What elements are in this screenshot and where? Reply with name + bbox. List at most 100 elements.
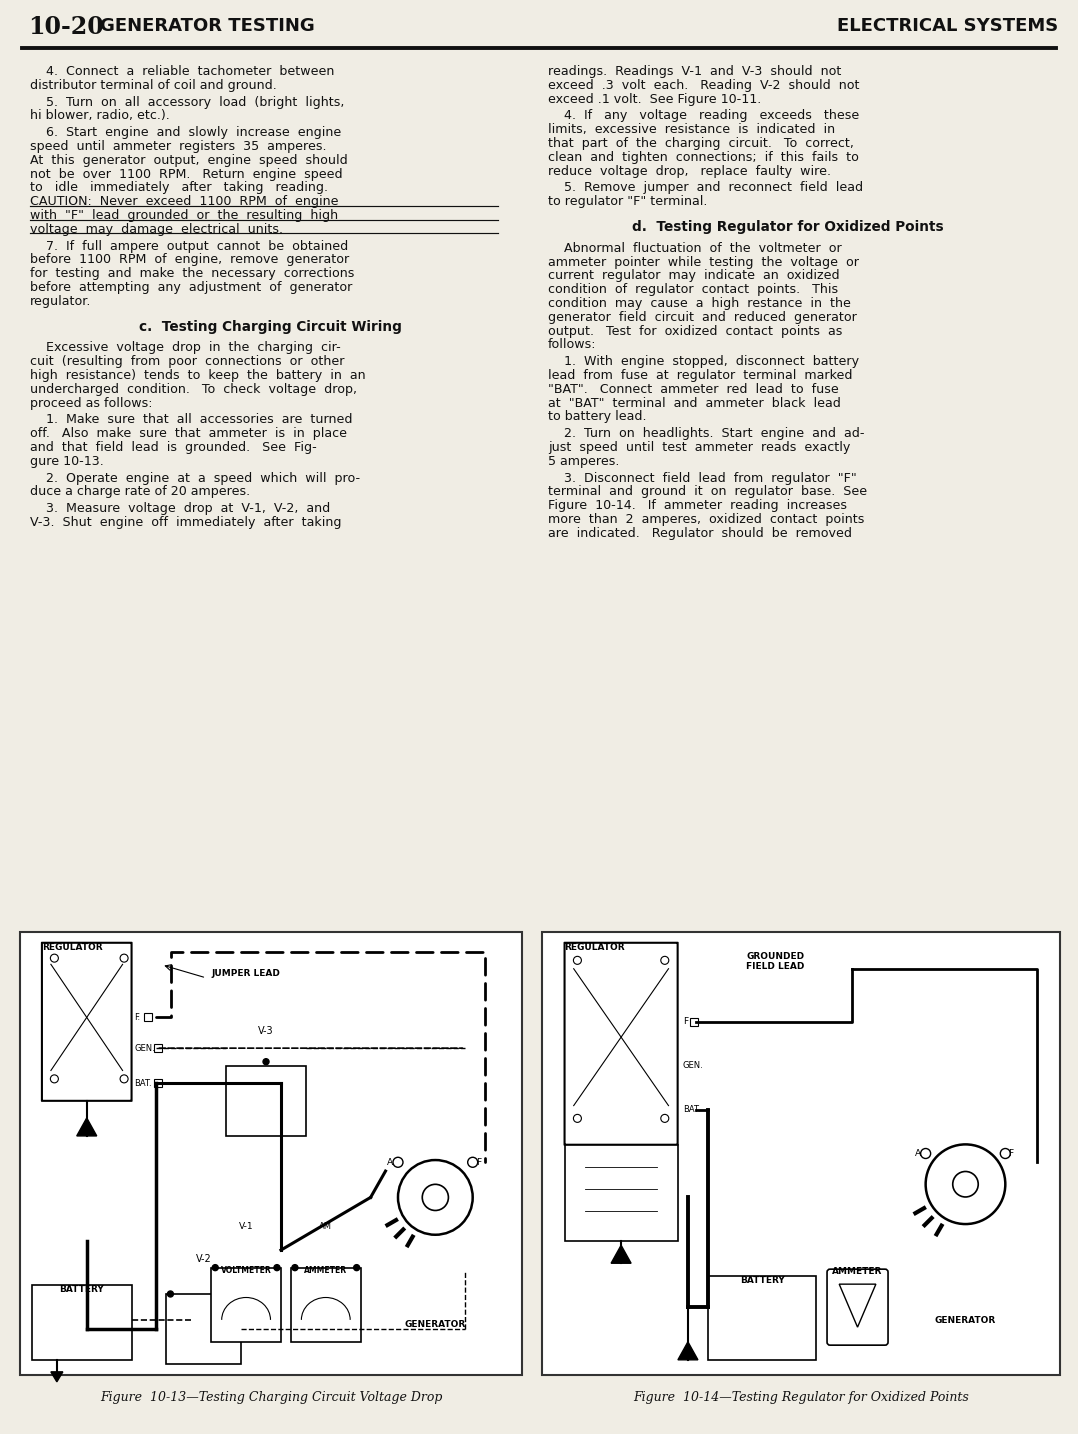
Text: 6.  Start  engine  and  slowly  increase  engine: 6. Start engine and slowly increase engi… bbox=[30, 126, 342, 139]
Text: GENERATOR: GENERATOR bbox=[935, 1316, 996, 1325]
Text: BAT.: BAT. bbox=[134, 1078, 152, 1088]
Polygon shape bbox=[678, 1342, 697, 1359]
Text: F.: F. bbox=[134, 1012, 140, 1022]
Text: not  be  over  1100  RPM.   Return  engine  speed: not be over 1100 RPM. Return engine spee… bbox=[30, 168, 343, 181]
Text: V-3.  Shut  engine  off  immediately  after  taking: V-3. Shut engine off immediately after t… bbox=[30, 516, 342, 529]
Text: lead  from  fuse  at  regulator  terminal  marked: lead from fuse at regulator terminal mar… bbox=[548, 369, 853, 381]
Text: F: F bbox=[1008, 1149, 1013, 1159]
Bar bbox=[32, 1285, 132, 1359]
Text: AMMETER: AMMETER bbox=[304, 1266, 347, 1275]
Text: off.   Also  make  sure  that  ammeter  is  in  place: off. Also make sure that ammeter is in p… bbox=[30, 427, 347, 440]
Text: A: A bbox=[387, 1157, 393, 1167]
Text: ELECTRICAL SYSTEMS: ELECTRICAL SYSTEMS bbox=[837, 17, 1058, 34]
Text: to regulator "F" terminal.: to regulator "F" terminal. bbox=[548, 195, 707, 208]
Text: gure 10-13.: gure 10-13. bbox=[30, 455, 103, 467]
Text: GENERATOR TESTING: GENERATOR TESTING bbox=[100, 17, 315, 34]
Text: output.   Test  for  oxidized  contact  points  as: output. Test for oxidized contact points… bbox=[548, 324, 842, 337]
Text: REGULATOR: REGULATOR bbox=[42, 942, 102, 952]
Bar bbox=[20, 932, 522, 1375]
FancyBboxPatch shape bbox=[565, 942, 678, 1144]
Text: current  regulator  may  indicate  an  oxidized: current regulator may indicate an oxidiz… bbox=[548, 270, 840, 282]
Text: CAUTION:  Never  exceed  1100  RPM  of  engine: CAUTION: Never exceed 1100 RPM of engine bbox=[30, 195, 338, 208]
Text: exceed  .3  volt  each.   Reading  V-2  should  not: exceed .3 volt each. Reading V-2 should … bbox=[548, 79, 859, 92]
Text: F: F bbox=[475, 1157, 481, 1167]
Bar bbox=[154, 1080, 162, 1087]
Text: more  than  2  amperes,  oxidized  contact  points: more than 2 amperes, oxidized contact po… bbox=[548, 513, 865, 526]
Text: At  this  generator  output,  engine  speed  should: At this generator output, engine speed s… bbox=[30, 153, 348, 166]
Text: proceed as follows:: proceed as follows: bbox=[30, 397, 152, 410]
Text: and  that  field  lead  is  grounded.   See  Fig-: and that field lead is grounded. See Fig… bbox=[30, 442, 317, 455]
Text: cuit  (resulting  from  poor  connections  or  other: cuit (resulting from poor connections or… bbox=[30, 356, 345, 369]
Text: before  1100  RPM  of  engine,  remove  generator: before 1100 RPM of engine, remove genera… bbox=[30, 254, 349, 267]
Text: V-1: V-1 bbox=[239, 1222, 253, 1232]
Bar bbox=[708, 1276, 816, 1359]
Circle shape bbox=[234, 1291, 240, 1296]
Circle shape bbox=[167, 1291, 174, 1296]
Text: AM: AM bbox=[319, 1222, 332, 1232]
Text: just  speed  until  test  ammeter  reads  exactly: just speed until test ammeter reads exac… bbox=[548, 442, 851, 455]
Text: 3.  Disconnect  field  lead  from  regulator  "F": 3. Disconnect field lead from regulator … bbox=[548, 472, 857, 485]
Text: "BAT".   Connect  ammeter  red  lead  to  fuse: "BAT". Connect ammeter red lead to fuse bbox=[548, 383, 839, 396]
Bar bbox=[166, 1293, 241, 1364]
Text: 4.  If   any   voltage   reading   exceeds   these: 4. If any voltage reading exceeds these bbox=[548, 109, 859, 122]
Text: condition  of  regulator  contact  points.   This: condition of regulator contact points. T… bbox=[548, 282, 838, 297]
Text: 10-20: 10-20 bbox=[28, 14, 103, 39]
Text: condition  may  cause  a  high  restance  in  the: condition may cause a high restance in t… bbox=[548, 297, 851, 310]
Text: duce a charge rate of 20 amperes.: duce a charge rate of 20 amperes. bbox=[30, 485, 250, 499]
Text: V-2: V-2 bbox=[196, 1253, 211, 1263]
Text: BATTERY: BATTERY bbox=[59, 1285, 105, 1295]
Polygon shape bbox=[51, 1372, 63, 1382]
Text: to battery lead.: to battery lead. bbox=[548, 410, 647, 423]
Text: c.  Testing Charging Circuit Wiring: c. Testing Charging Circuit Wiring bbox=[139, 320, 401, 334]
Circle shape bbox=[212, 1265, 218, 1271]
Text: before  attempting  any  adjustment  of  generator: before attempting any adjustment of gene… bbox=[30, 281, 353, 294]
Text: regulator.: regulator. bbox=[30, 295, 92, 308]
Text: 1.  Make  sure  that  all  accessories  are  turned: 1. Make sure that all accessories are tu… bbox=[30, 413, 353, 426]
Bar bbox=[154, 1044, 162, 1053]
Circle shape bbox=[354, 1265, 360, 1271]
Text: are  indicated.   Regulator  should  be  removed: are indicated. Regulator should be remov… bbox=[548, 526, 852, 539]
Circle shape bbox=[292, 1265, 298, 1271]
Text: limits,  excessive  resistance  is  indicated  in: limits, excessive resistance is indicate… bbox=[548, 123, 835, 136]
Text: distributor terminal of coil and ground.: distributor terminal of coil and ground. bbox=[30, 79, 277, 92]
Text: A: A bbox=[914, 1149, 921, 1159]
Text: V-3: V-3 bbox=[259, 1025, 274, 1035]
Circle shape bbox=[263, 1058, 270, 1064]
Circle shape bbox=[274, 1265, 280, 1271]
Text: JUMPER LEAD: JUMPER LEAD bbox=[211, 969, 280, 978]
Text: for  testing  and  make  the  necessary  corrections: for testing and make the necessary corre… bbox=[30, 267, 355, 280]
Text: Figure  10-14—Testing Regulator for Oxidized Points: Figure 10-14—Testing Regulator for Oxidi… bbox=[633, 1391, 969, 1404]
Text: VOLTMETER: VOLTMETER bbox=[221, 1266, 272, 1275]
Text: hi blower, radio, etc.).: hi blower, radio, etc.). bbox=[30, 109, 169, 122]
Text: GENERATOR: GENERATOR bbox=[404, 1321, 466, 1329]
Bar bbox=[144, 1014, 152, 1021]
Text: with  "F"  lead  grounded  or  the  resulting  high: with "F" lead grounded or the resulting … bbox=[30, 209, 338, 222]
Text: clean  and  tighten  connections;  if  this  fails  to: clean and tighten connections; if this f… bbox=[548, 151, 859, 163]
Text: terminal  and  ground  it  on  regulator  base.  See: terminal and ground it on regulator base… bbox=[548, 485, 867, 499]
Text: REGULATOR: REGULATOR bbox=[565, 942, 625, 952]
Text: Figure  10-14.   If  ammeter  reading  increases: Figure 10-14. If ammeter reading increas… bbox=[548, 499, 847, 512]
Text: d.  Testing Regulator for Oxidized Points: d. Testing Regulator for Oxidized Points bbox=[632, 219, 944, 234]
Bar bbox=[542, 932, 1060, 1375]
Text: 5.  Remove  jumper  and  reconnect  field  lead: 5. Remove jumper and reconnect field lea… bbox=[548, 181, 863, 195]
Text: that  part  of  the  charging  circuit.   To  correct,: that part of the charging circuit. To co… bbox=[548, 138, 854, 151]
Bar bbox=[691, 1018, 699, 1025]
Text: at  "BAT"  terminal  and  ammeter  black  lead: at "BAT" terminal and ammeter black lead bbox=[548, 397, 841, 410]
Polygon shape bbox=[611, 1245, 631, 1263]
Text: BATTERY: BATTERY bbox=[741, 1276, 785, 1285]
Text: follows:: follows: bbox=[548, 338, 596, 351]
Text: 5.  Turn  on  all  accessory  load  (bright  lights,: 5. Turn on all accessory load (bright li… bbox=[30, 96, 344, 109]
Text: GEN.: GEN. bbox=[134, 1044, 155, 1053]
Bar bbox=[291, 1268, 361, 1342]
Text: GROUNDED
FIELD LEAD: GROUNDED FIELD LEAD bbox=[746, 952, 804, 971]
Text: reduce  voltage  drop,   replace  faulty  wire.: reduce voltage drop, replace faulty wire… bbox=[548, 165, 831, 178]
Text: 2.  Turn  on  headlights.  Start  engine  and  ad-: 2. Turn on headlights. Start engine and … bbox=[548, 427, 865, 440]
Text: 4.  Connect  a  reliable  tachometer  between: 4. Connect a reliable tachometer between bbox=[30, 65, 334, 77]
Text: high  resistance)  tends  to  keep  the  battery  in  an: high resistance) tends to keep the batte… bbox=[30, 369, 365, 381]
Text: AMMETER: AMMETER bbox=[832, 1268, 883, 1276]
Text: generator  field  circuit  and  reduced  generator: generator field circuit and reduced gene… bbox=[548, 311, 857, 324]
Text: 3.  Measure  voltage  drop  at  V-1,  V-2,  and: 3. Measure voltage drop at V-1, V-2, and bbox=[30, 502, 330, 515]
Text: Figure  10-13—Testing Charging Circuit Voltage Drop: Figure 10-13—Testing Charging Circuit Vo… bbox=[100, 1391, 442, 1404]
Text: 2.  Operate  engine  at  a  speed  which  will  pro-: 2. Operate engine at a speed which will … bbox=[30, 472, 360, 485]
Text: 5 amperes.: 5 amperes. bbox=[548, 455, 620, 467]
